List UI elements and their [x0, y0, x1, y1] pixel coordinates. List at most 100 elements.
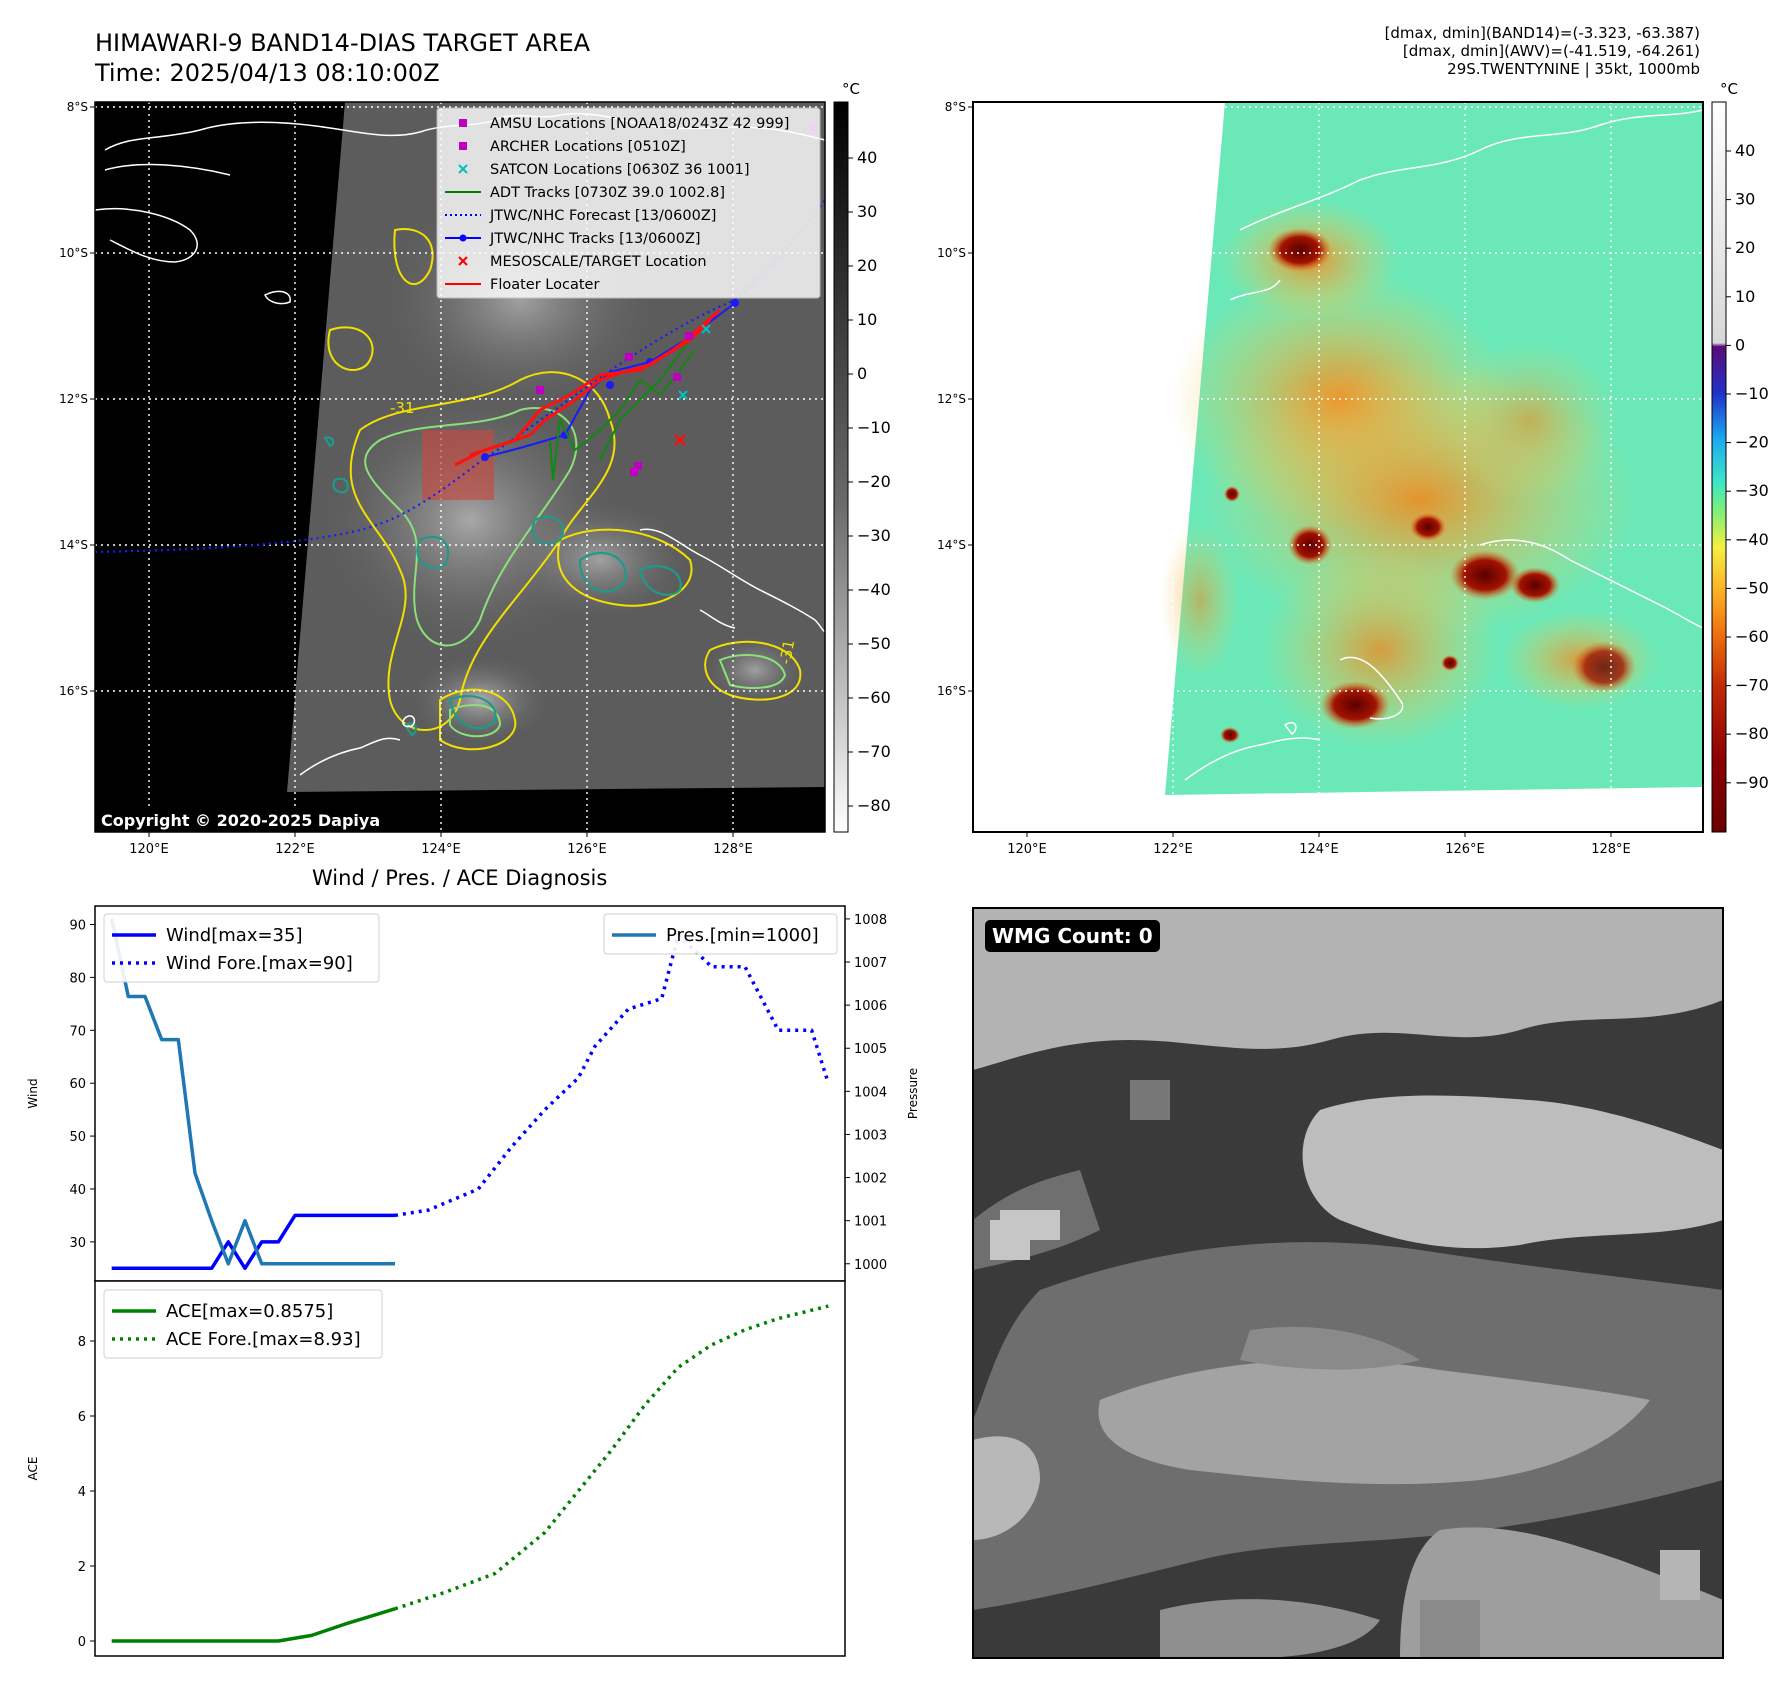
series-line-2	[109, 918, 395, 1266]
y2-tick-label: 1005	[854, 1042, 887, 1057]
legend-marker	[458, 256, 468, 266]
colorbar-tick-label: −20	[857, 472, 891, 491]
ir-colorbar-unit: °C	[842, 80, 860, 98]
colorbar-tick-label: −90	[1735, 773, 1769, 792]
ir-map-frame	[94, 101, 826, 833]
y2-tick-label: 1001	[854, 1215, 887, 1230]
legend-label: ACE Fore.[max=8.93]	[166, 1329, 361, 1350]
ir-map-legend: AMSU Locations [NOAA18/0243Z 42 999] ARCH…	[436, 107, 821, 299]
y-tick-label: 90	[69, 919, 86, 934]
y-tick-label: 2	[78, 1560, 86, 1575]
colorbar-tick-label: −10	[1735, 384, 1769, 403]
colorbar-tick-label: 30	[857, 202, 877, 221]
lat-tick-label: 10°S	[937, 246, 966, 260]
colorbar-tick-label: −20	[1735, 433, 1769, 452]
awv-map-image	[973, 102, 1703, 832]
lat-tick-label: 8°S	[945, 100, 966, 114]
colorbar-tick-label: 0	[857, 364, 867, 383]
awv-map-frame	[972, 101, 1704, 833]
colorbar-tick-label: 30	[1735, 190, 1755, 209]
copyright-label: Copyright © 2020-2025 Dapiya	[95, 809, 387, 832]
ace-chart: 0 2 4 6 8 ACE ACE[max=0.8575] ACE Fore.[max=8.9…	[26, 1280, 846, 1657]
lon-tick-label: 122°E	[275, 842, 315, 857]
awv-colorbar	[1711, 101, 1727, 833]
y-tick-label: 4	[78, 1485, 86, 1500]
y2-tick-label: 1008	[854, 913, 887, 928]
y-tick-label: 8	[78, 1335, 86, 1350]
y-tick-label: 40	[69, 1183, 86, 1198]
series-line-1	[394, 933, 830, 1218]
colorbar-tick-label: 10	[1735, 287, 1755, 306]
colorbar-tick-label: −30	[857, 526, 891, 545]
colorbar-tick-label: 0	[1735, 335, 1745, 354]
lon-tick-label: 122°E	[1153, 842, 1193, 857]
y-axis-label: ACE	[26, 1457, 40, 1481]
colorbar-tick-label: −10	[857, 418, 891, 437]
legend-label: ADT Tracks [0730Z 39.0 1002.8]	[490, 185, 725, 201]
y-tick-label: 50	[69, 1130, 86, 1145]
y-tick-label: 0	[78, 1635, 86, 1650]
info-line-2: [dmax, dmin](AWV)=(-41.519, -64.261)	[1402, 42, 1700, 60]
lat-tick-label: 16°S	[59, 684, 88, 698]
legend-marker	[458, 164, 468, 174]
legend-label: ARCHER Locations [0510Z]	[490, 139, 686, 155]
y-tick-label: 80	[69, 971, 86, 986]
colorbar-tick-label: 40	[1735, 141, 1755, 160]
diagnosis-title: Wind / Pres. / ACE Diagnosis	[312, 866, 608, 890]
wmg-image	[973, 908, 1723, 1658]
series-line-0	[111, 1607, 396, 1643]
info-block: [dmax, dmin](BAND14)=(-3.323, -63.387) […	[1385, 24, 1700, 78]
colorbar-tick-label: −70	[857, 742, 891, 761]
colorbar-tick-label: −80	[857, 796, 891, 815]
y2-axis-label: Pressure	[906, 1068, 920, 1119]
y2-tick-label: 1000	[854, 1258, 887, 1273]
legend-label: ACE[max=0.8575]	[166, 1301, 333, 1322]
colorbar-tick-label: −30	[1735, 481, 1769, 500]
y-tick-label: 60	[69, 1077, 86, 1092]
legend-label: AMSU Locations [NOAA18/0243Z 42 999]	[490, 116, 789, 132]
colorbar-tick-label: −50	[1735, 578, 1769, 597]
colorbar-tick-label: 10	[857, 310, 877, 329]
y2-tick-label: 1007	[854, 956, 887, 971]
colorbar-tick-label: −60	[1735, 627, 1769, 646]
lon-tick-label: 120°E	[129, 842, 169, 857]
colorbar-tick-label: 20	[1735, 238, 1755, 257]
wmg-count-badge: WMG Count: 0	[985, 920, 1160, 952]
lon-tick-label: 126°E	[1445, 842, 1485, 857]
lon-tick-label: 128°E	[1591, 842, 1631, 857]
lat-tick-label: 14°S	[59, 538, 88, 552]
legend-label: SATCON Locations [0630Z 36 1001]	[490, 162, 749, 178]
chart-legend	[103, 1289, 383, 1359]
lon-tick-label: 126°E	[567, 842, 607, 857]
colorbar-tick-label: 40	[857, 148, 877, 167]
lon-tick-label: 120°E	[1007, 842, 1047, 857]
awv-colorbar-unit: °C	[1720, 80, 1738, 98]
y-tick-label: 30	[69, 1236, 86, 1251]
chart-legend	[103, 913, 380, 983]
y2-tick-label: 1006	[854, 999, 887, 1014]
awv-colorbar-ticks: 40 30 20 10 0 −10 −20 −30 −40 −50 −60 −70 −80 −90	[1726, 141, 1769, 792]
legend-label: Pres.[min=1000]	[666, 925, 819, 946]
lat-tick-label: 8°S	[67, 100, 88, 114]
legend-label: JTWC/NHC Forecast [13/0600Z]	[489, 208, 716, 224]
y-tick-label: 6	[78, 1410, 86, 1425]
lon-tick-label: 124°E	[421, 842, 461, 857]
lat-tick-label: 14°S	[937, 538, 966, 552]
lon-tick-label: 128°E	[713, 842, 753, 857]
title-line-1: HIMAWARI-9 BAND14-DIAS TARGET AREA	[95, 29, 591, 57]
series-line-0	[111, 1213, 395, 1271]
legend-marker	[459, 234, 467, 242]
colorbar-tick-label: −40	[1735, 530, 1769, 549]
legend-label: JTWC/NHC Tracks [13/0600Z]	[489, 231, 701, 247]
y2-tick-label: 1004	[854, 1085, 887, 1100]
legend-label: Wind Fore.[max=90]	[166, 953, 353, 974]
colorbar-tick-label: 20	[857, 256, 877, 275]
ir-colorbar-ticks: 40 30 20 10 0 −10 −20 −30 −40 −50 −60 −70 −80	[848, 148, 891, 815]
contour-label: -31	[390, 399, 415, 417]
lat-tick-label: 12°S	[937, 392, 966, 406]
y2-tick-label: 1003	[854, 1128, 887, 1143]
legend-label: MESOSCALE/TARGET Location	[490, 254, 707, 270]
y-axis-label: Wind	[26, 1078, 40, 1108]
legend-label: Wind[max=35]	[166, 925, 303, 946]
